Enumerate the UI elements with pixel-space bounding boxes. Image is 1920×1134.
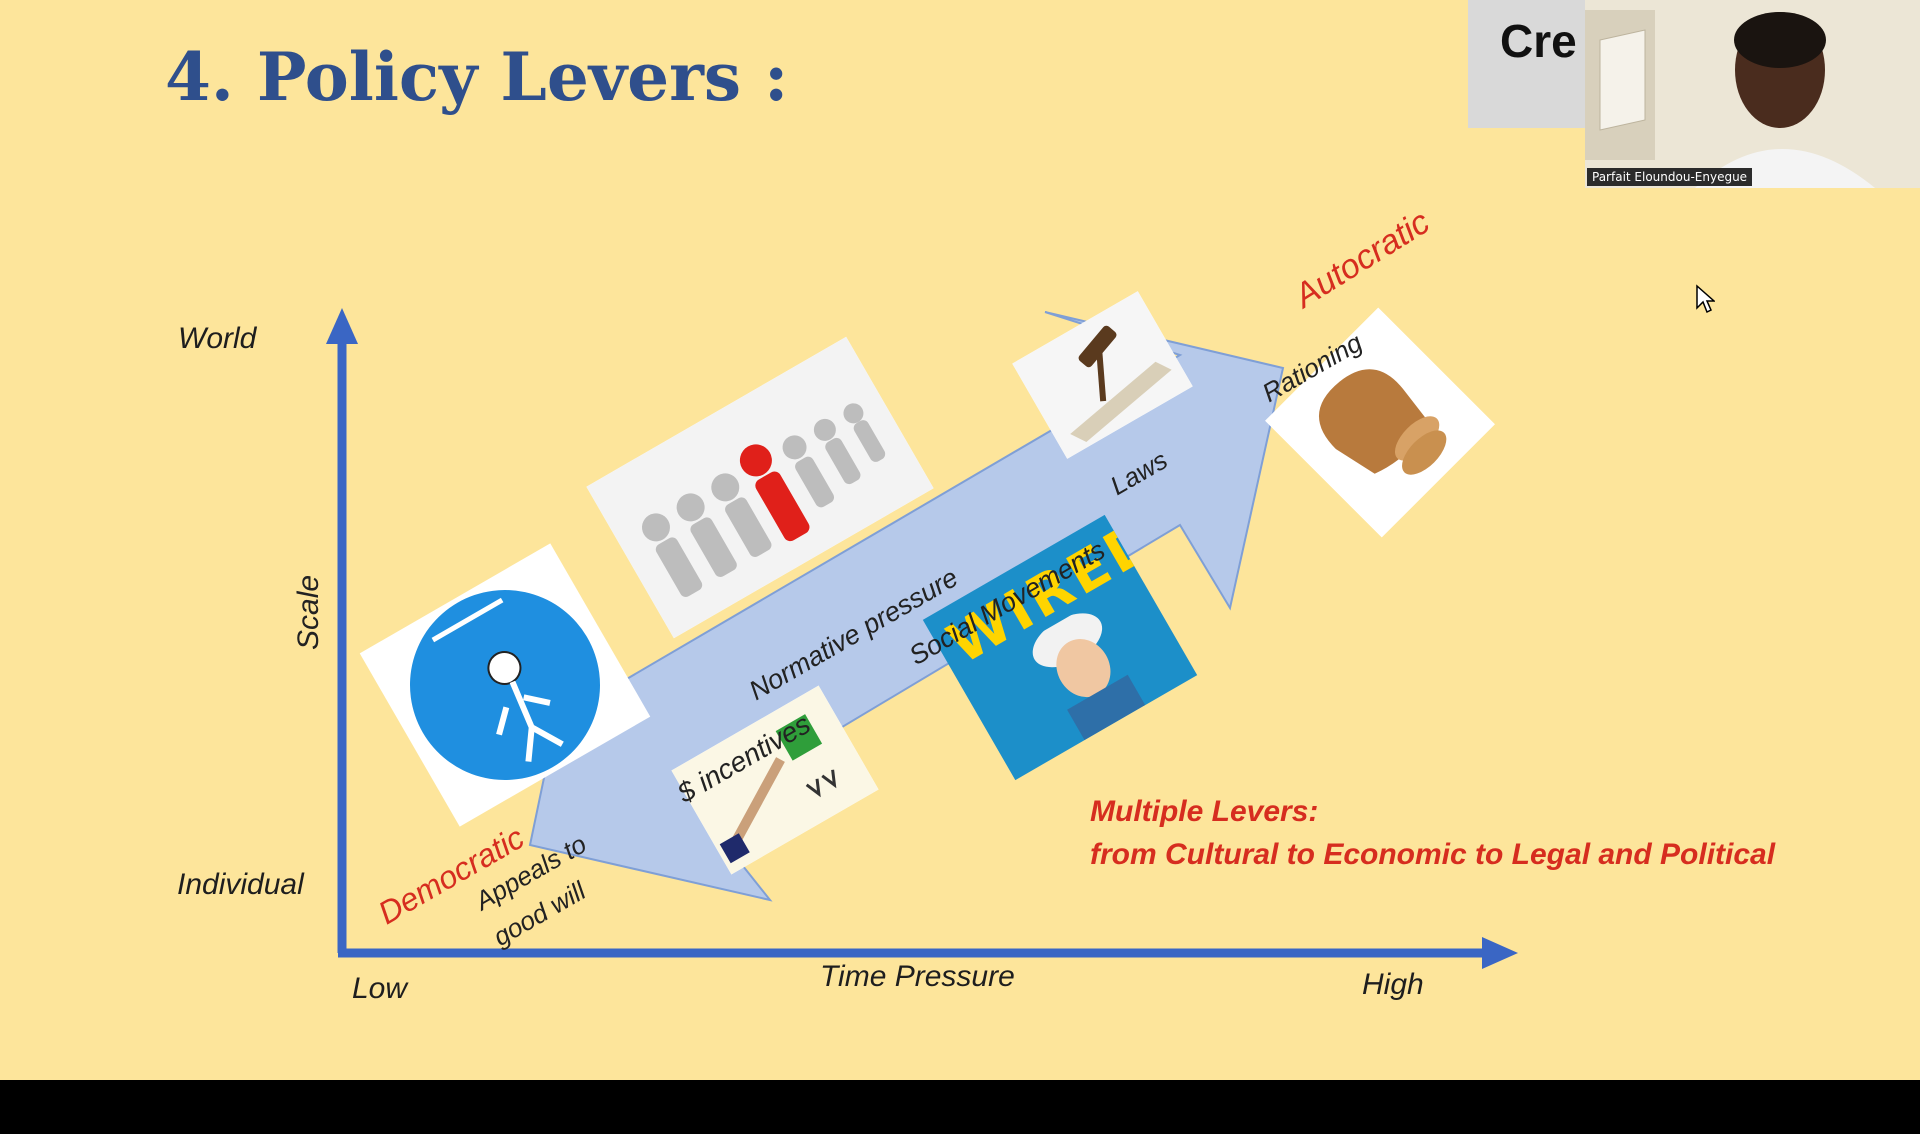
participant-name: Parfait Eloundou-Enyegue: [1587, 168, 1753, 186]
x-axis-title: Time Pressure: [820, 960, 1015, 993]
people-icon: [586, 336, 934, 639]
crowd-illustration: [586, 336, 934, 639]
y-axis-bottom-label: Individual: [177, 868, 304, 901]
money-hand-icon: [671, 685, 879, 875]
summary-line1: Multiple Levers:: [1090, 795, 1319, 828]
y-axis-title: Scale: [292, 574, 325, 650]
participant-video-tile[interactable]: Parfait Eloundou-Enyegue: [1585, 0, 1920, 188]
slide-title: 4. Policy Levers :: [165, 38, 789, 116]
shared-screen-thumbnail[interactable]: Cre: [1468, 0, 1585, 128]
x-axis-arrowhead: [1482, 937, 1518, 969]
mouse-cursor-icon: [1696, 284, 1715, 314]
thumbnail-text: Cre: [1500, 15, 1577, 67]
gavel-icon: [1012, 291, 1193, 459]
shower-icon: [410, 590, 600, 780]
laws-illustration: [1012, 291, 1193, 459]
y-axis-top-label: World: [178, 322, 257, 355]
incentives-illustration: [671, 685, 879, 875]
portrait-icon: [1032, 613, 1146, 741]
bottom-toolbar-area: [0, 1080, 1920, 1134]
rationing-illustration: [1265, 307, 1495, 538]
wired-magazine-cover: WIRED: [922, 514, 1198, 781]
summary-line2: from Cultural to Economic to Legal and P…: [1090, 838, 1776, 871]
x-axis-left-label: Low: [352, 972, 408, 1005]
x-axis-right-label: High: [1362, 968, 1424, 1001]
participant-video-feed: [1585, 0, 1920, 188]
bread-icon: [1265, 307, 1495, 538]
shower-illustration: [359, 543, 651, 827]
y-axis-arrowhead: [326, 308, 358, 344]
